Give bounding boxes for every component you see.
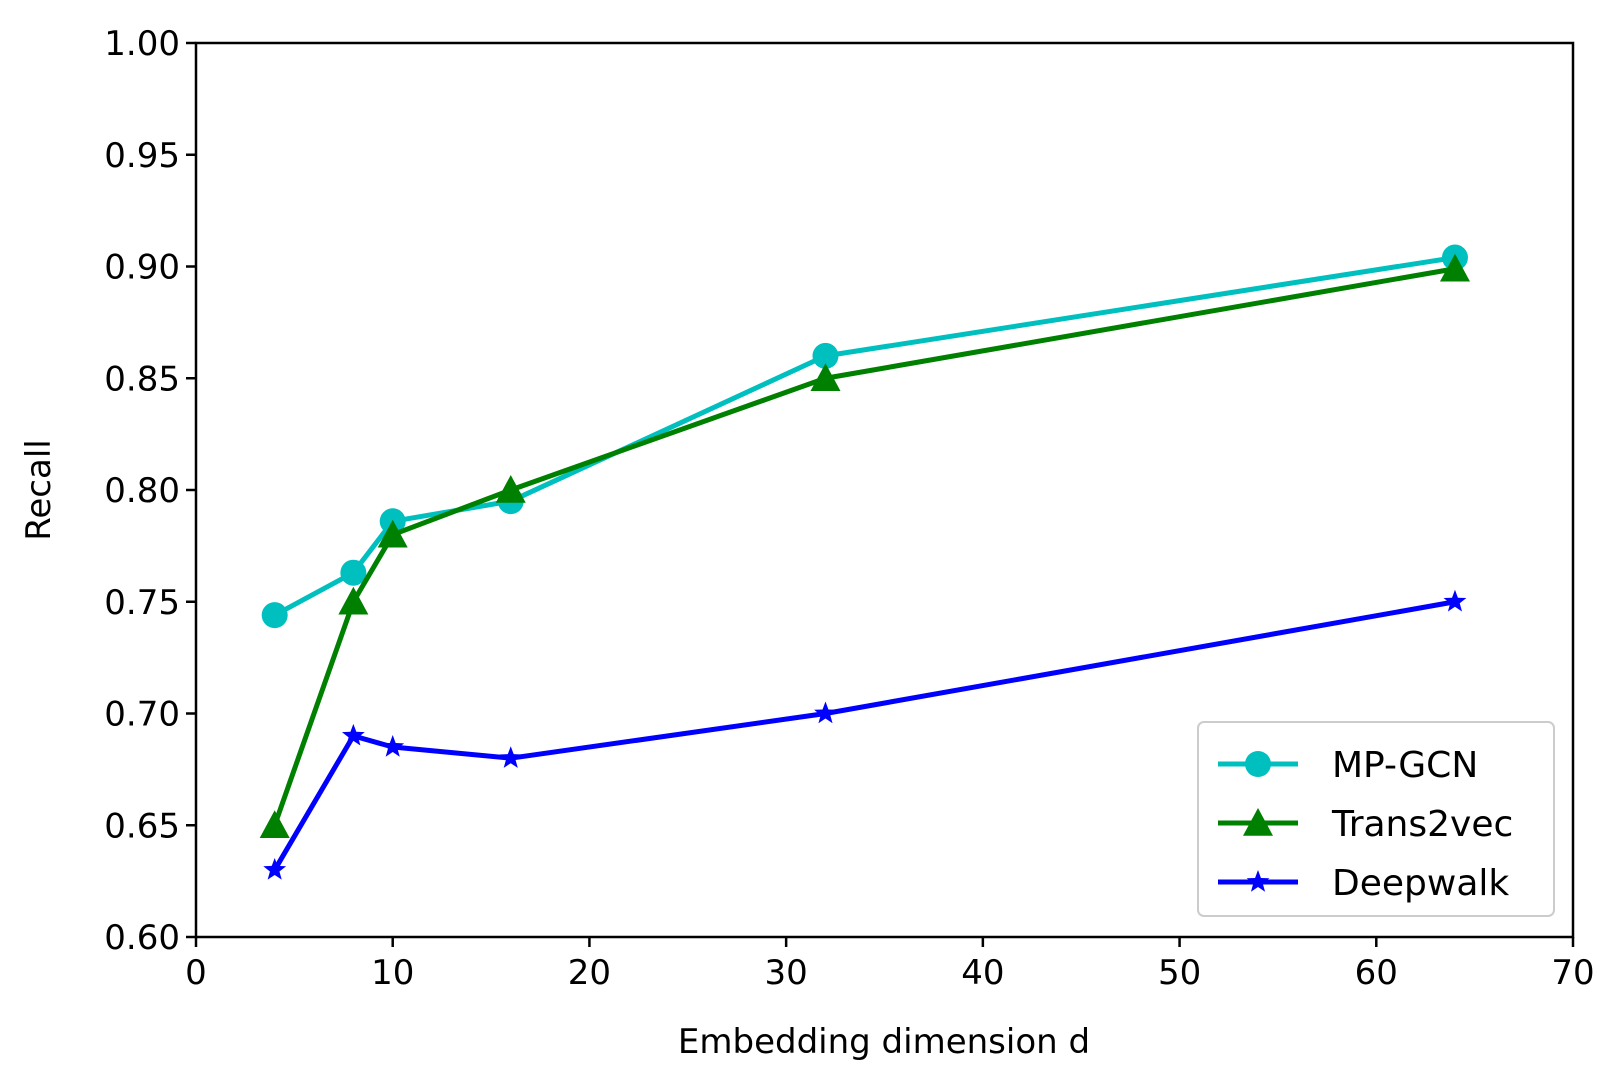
y-tick-label: 0.85	[104, 359, 180, 399]
legend-label: MP-GCN	[1332, 745, 1478, 786]
data-point-trans2vec	[259, 810, 290, 838]
legend-entry-trans2vec: Trans2vec	[1218, 804, 1513, 845]
y-tick-label: 0.95	[104, 136, 180, 176]
y-tick-label: 0.65	[104, 806, 180, 846]
y-tick-label: 0.80	[104, 471, 180, 511]
x-tick-label: 10	[371, 953, 414, 993]
series-line-trans2vec	[272, 266, 1456, 827]
legend-marker	[1245, 751, 1271, 777]
x-tick-label: 40	[961, 953, 1004, 993]
legend: MP-GCN Trans2vec Deepwalk	[1197, 721, 1555, 917]
y-tick-label: 0.70	[104, 695, 180, 735]
data-point-mp-gcn	[261, 602, 288, 629]
data-point-deepwalk	[263, 857, 287, 880]
plot-frame	[194, 41, 1575, 939]
legend-box	[1197, 721, 1555, 917]
y-tick-label: 1.00	[104, 24, 180, 64]
legend-marker	[1243, 808, 1273, 836]
legend-label: Trans2vec	[1331, 804, 1513, 845]
x-tick-label: 30	[765, 953, 808, 993]
x-tick-label: 20	[568, 953, 611, 993]
x-tick-label: 50	[1158, 953, 1201, 993]
x-axis-label: Embedding dimension d	[678, 1022, 1090, 1062]
y-axis-label: Recall	[19, 439, 59, 540]
data-point-deepwalk	[499, 746, 523, 768]
series-line-deepwalk	[272, 599, 1456, 872]
data-point-trans2vec	[495, 475, 526, 503]
series-deepwalk	[263, 589, 1467, 880]
y-tick-label: 0.90	[104, 248, 180, 288]
legend-entry-deepwalk: Deepwalk	[1218, 863, 1509, 904]
data-point-deepwalk	[814, 701, 837, 724]
series-layer	[259, 244, 1470, 880]
legend-label: Deepwalk	[1332, 863, 1509, 904]
legend-entry-mp-gcn: MP-GCN	[1218, 745, 1478, 786]
data-point-trans2vec	[338, 586, 369, 615]
data-point-deepwalk	[341, 723, 365, 746]
data-point-trans2vec	[810, 363, 841, 391]
series-trans2vec	[259, 253, 1470, 838]
x-tick-label: 60	[1355, 953, 1398, 993]
legend-marker	[1246, 870, 1270, 892]
data-point-trans2vec	[377, 519, 408, 548]
y-tick-label: 0.60	[104, 918, 180, 958]
x-tick-label: 70	[1551, 953, 1594, 993]
data-point-deepwalk	[381, 735, 405, 757]
data-point-mp-gcn	[340, 559, 367, 586]
x-tick-label: 0	[185, 953, 207, 993]
data-point-mp-gcn	[812, 342, 839, 369]
ticks-layer: 0 10 20 30 40 50 60 70 0.60 0.65 0.70 0.75 0.80 0.85 0…	[104, 24, 1594, 993]
data-point-trans2vec	[1439, 253, 1470, 282]
data-point-deepwalk	[1443, 589, 1467, 612]
y-tick-label: 0.75	[104, 583, 180, 623]
